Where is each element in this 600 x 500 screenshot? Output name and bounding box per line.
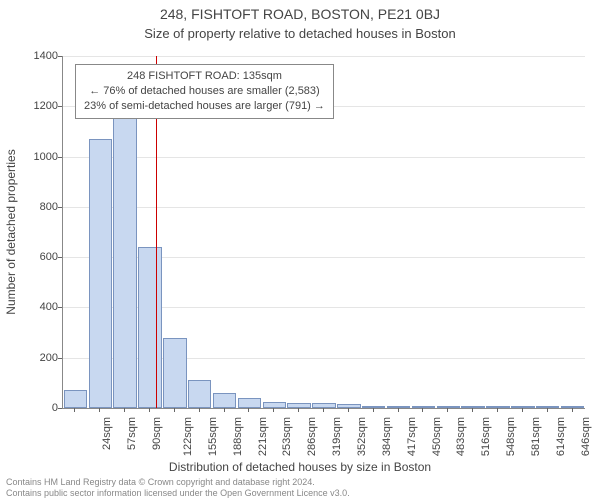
xtick-mark (547, 408, 548, 412)
xtick-mark (522, 408, 523, 412)
gridline (63, 207, 585, 208)
xtick-label: 319sqm (331, 417, 343, 456)
xtick-mark (174, 408, 175, 412)
xtick-label: 188sqm (232, 417, 244, 456)
page-title: 248, FISHTOFT ROAD, BOSTON, PE21 0BJ (0, 6, 600, 22)
histogram-bar (138, 247, 161, 408)
histogram-bar (113, 114, 136, 408)
ytick-label: 1400 (18, 50, 58, 62)
annotation-line-3: 23% of semi-detached houses are larger (… (84, 99, 325, 114)
histogram-bar (337, 404, 360, 408)
xtick-mark (273, 408, 274, 412)
xtick-label: 384sqm (381, 417, 393, 456)
xtick-mark (99, 408, 100, 412)
ytick-mark (58, 257, 62, 258)
xtick-label: 581sqm (530, 417, 542, 456)
footer-line-2: Contains public sector information licen… (6, 488, 350, 498)
ytick-mark (58, 157, 62, 158)
histogram-bar (362, 406, 385, 408)
ytick-label: 800 (18, 201, 58, 213)
xtick-mark (398, 408, 399, 412)
xtick-mark (497, 408, 498, 412)
xtick-mark (572, 408, 573, 412)
x-axis-label: Distribution of detached houses by size … (0, 460, 600, 474)
xtick-label: 24sqm (101, 417, 113, 450)
ytick-mark (58, 207, 62, 208)
xtick-label: 90sqm (151, 417, 163, 450)
ytick-mark (58, 358, 62, 359)
xtick-mark (323, 408, 324, 412)
xtick-label: 450sqm (431, 417, 443, 456)
ytick-label: 600 (18, 251, 58, 263)
histogram-bar (89, 139, 112, 408)
page-subtitle: Size of property relative to detached ho… (0, 26, 600, 41)
xtick-mark (447, 408, 448, 412)
ytick-label: 400 (18, 301, 58, 313)
xtick-mark (224, 408, 225, 412)
xtick-label: 253sqm (282, 417, 294, 456)
xtick-mark (472, 408, 473, 412)
histogram-bar (213, 393, 236, 408)
ytick-label: 0 (18, 402, 58, 414)
gridline (63, 56, 585, 57)
chart-container: 248, FISHTOFT ROAD, BOSTON, PE21 0BJ Siz… (0, 0, 600, 500)
xtick-mark (74, 408, 75, 412)
plot-area: 248 FISHTOFT ROAD: 135sqm ← 76% of detac… (62, 56, 585, 409)
ytick-mark (58, 307, 62, 308)
annotation-line-1: 248 FISHTOFT ROAD: 135sqm (84, 69, 325, 84)
xtick-label: 122sqm (182, 417, 194, 456)
xtick-label: 614sqm (555, 417, 567, 456)
histogram-bar (511, 406, 534, 408)
ytick-label: 1000 (18, 151, 58, 163)
xtick-label: 483sqm (456, 417, 468, 456)
histogram-bar (536, 406, 559, 408)
ytick-mark (58, 408, 62, 409)
xtick-mark (373, 408, 374, 412)
histogram-bar (188, 380, 211, 408)
xtick-mark (149, 408, 150, 412)
y-axis-label: Number of detached properties (4, 149, 18, 314)
ytick-label: 200 (18, 352, 58, 364)
ytick-label: 1200 (18, 100, 58, 112)
xtick-mark (248, 408, 249, 412)
xtick-mark (348, 408, 349, 412)
histogram-bar (238, 398, 261, 408)
footer-line-1: Contains HM Land Registry data © Crown c… (6, 477, 350, 487)
ytick-mark (58, 56, 62, 57)
xtick-label: 155sqm (207, 417, 219, 456)
xtick-label: 352sqm (356, 417, 368, 456)
xtick-label: 516sqm (480, 417, 492, 456)
xtick-label: 646sqm (580, 417, 592, 456)
xtick-label: 221sqm (257, 417, 269, 456)
annotation-line-2: ← 76% of detached houses are smaller (2,… (84, 84, 325, 99)
xtick-label: 417sqm (406, 417, 418, 456)
gridline (63, 157, 585, 158)
xtick-mark (298, 408, 299, 412)
xtick-label: 286sqm (306, 417, 318, 456)
histogram-bar (64, 390, 87, 408)
footer-attribution: Contains HM Land Registry data © Crown c… (6, 477, 350, 498)
xtick-mark (422, 408, 423, 412)
xtick-label: 57sqm (126, 417, 138, 450)
annotation-box: 248 FISHTOFT ROAD: 135sqm ← 76% of detac… (75, 64, 334, 119)
xtick-label: 548sqm (505, 417, 517, 456)
xtick-mark (199, 408, 200, 412)
xtick-mark (124, 408, 125, 412)
histogram-bar (163, 338, 186, 408)
ytick-mark (58, 106, 62, 107)
